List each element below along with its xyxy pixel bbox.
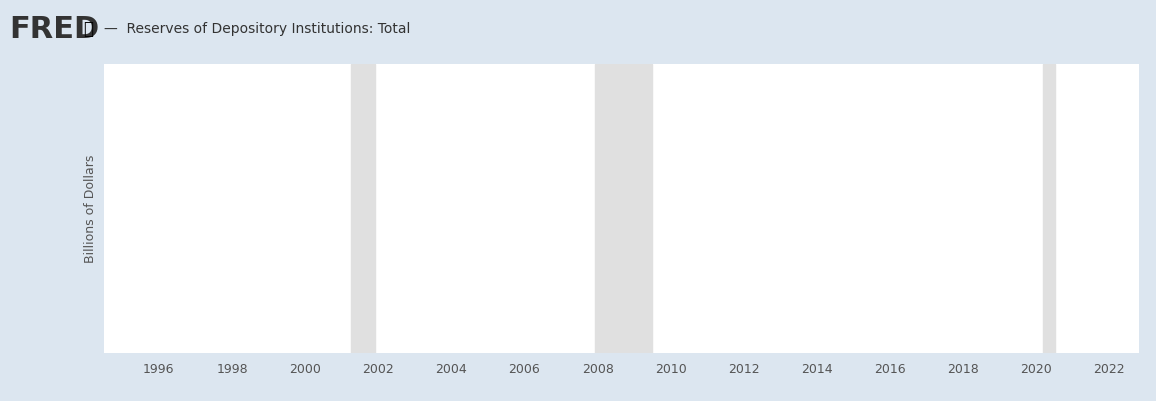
Y-axis label: Billions of Dollars: Billions of Dollars	[84, 154, 97, 263]
Bar	[594, 64, 652, 353]
Bar	[1043, 64, 1054, 353]
Bar	[350, 64, 376, 353]
Text: FRED: FRED	[9, 14, 99, 44]
Text: —  Reserves of Depository Institutions: Total: — Reserves of Depository Institutions: T…	[104, 22, 410, 36]
Text: 📈: 📈	[83, 20, 94, 38]
